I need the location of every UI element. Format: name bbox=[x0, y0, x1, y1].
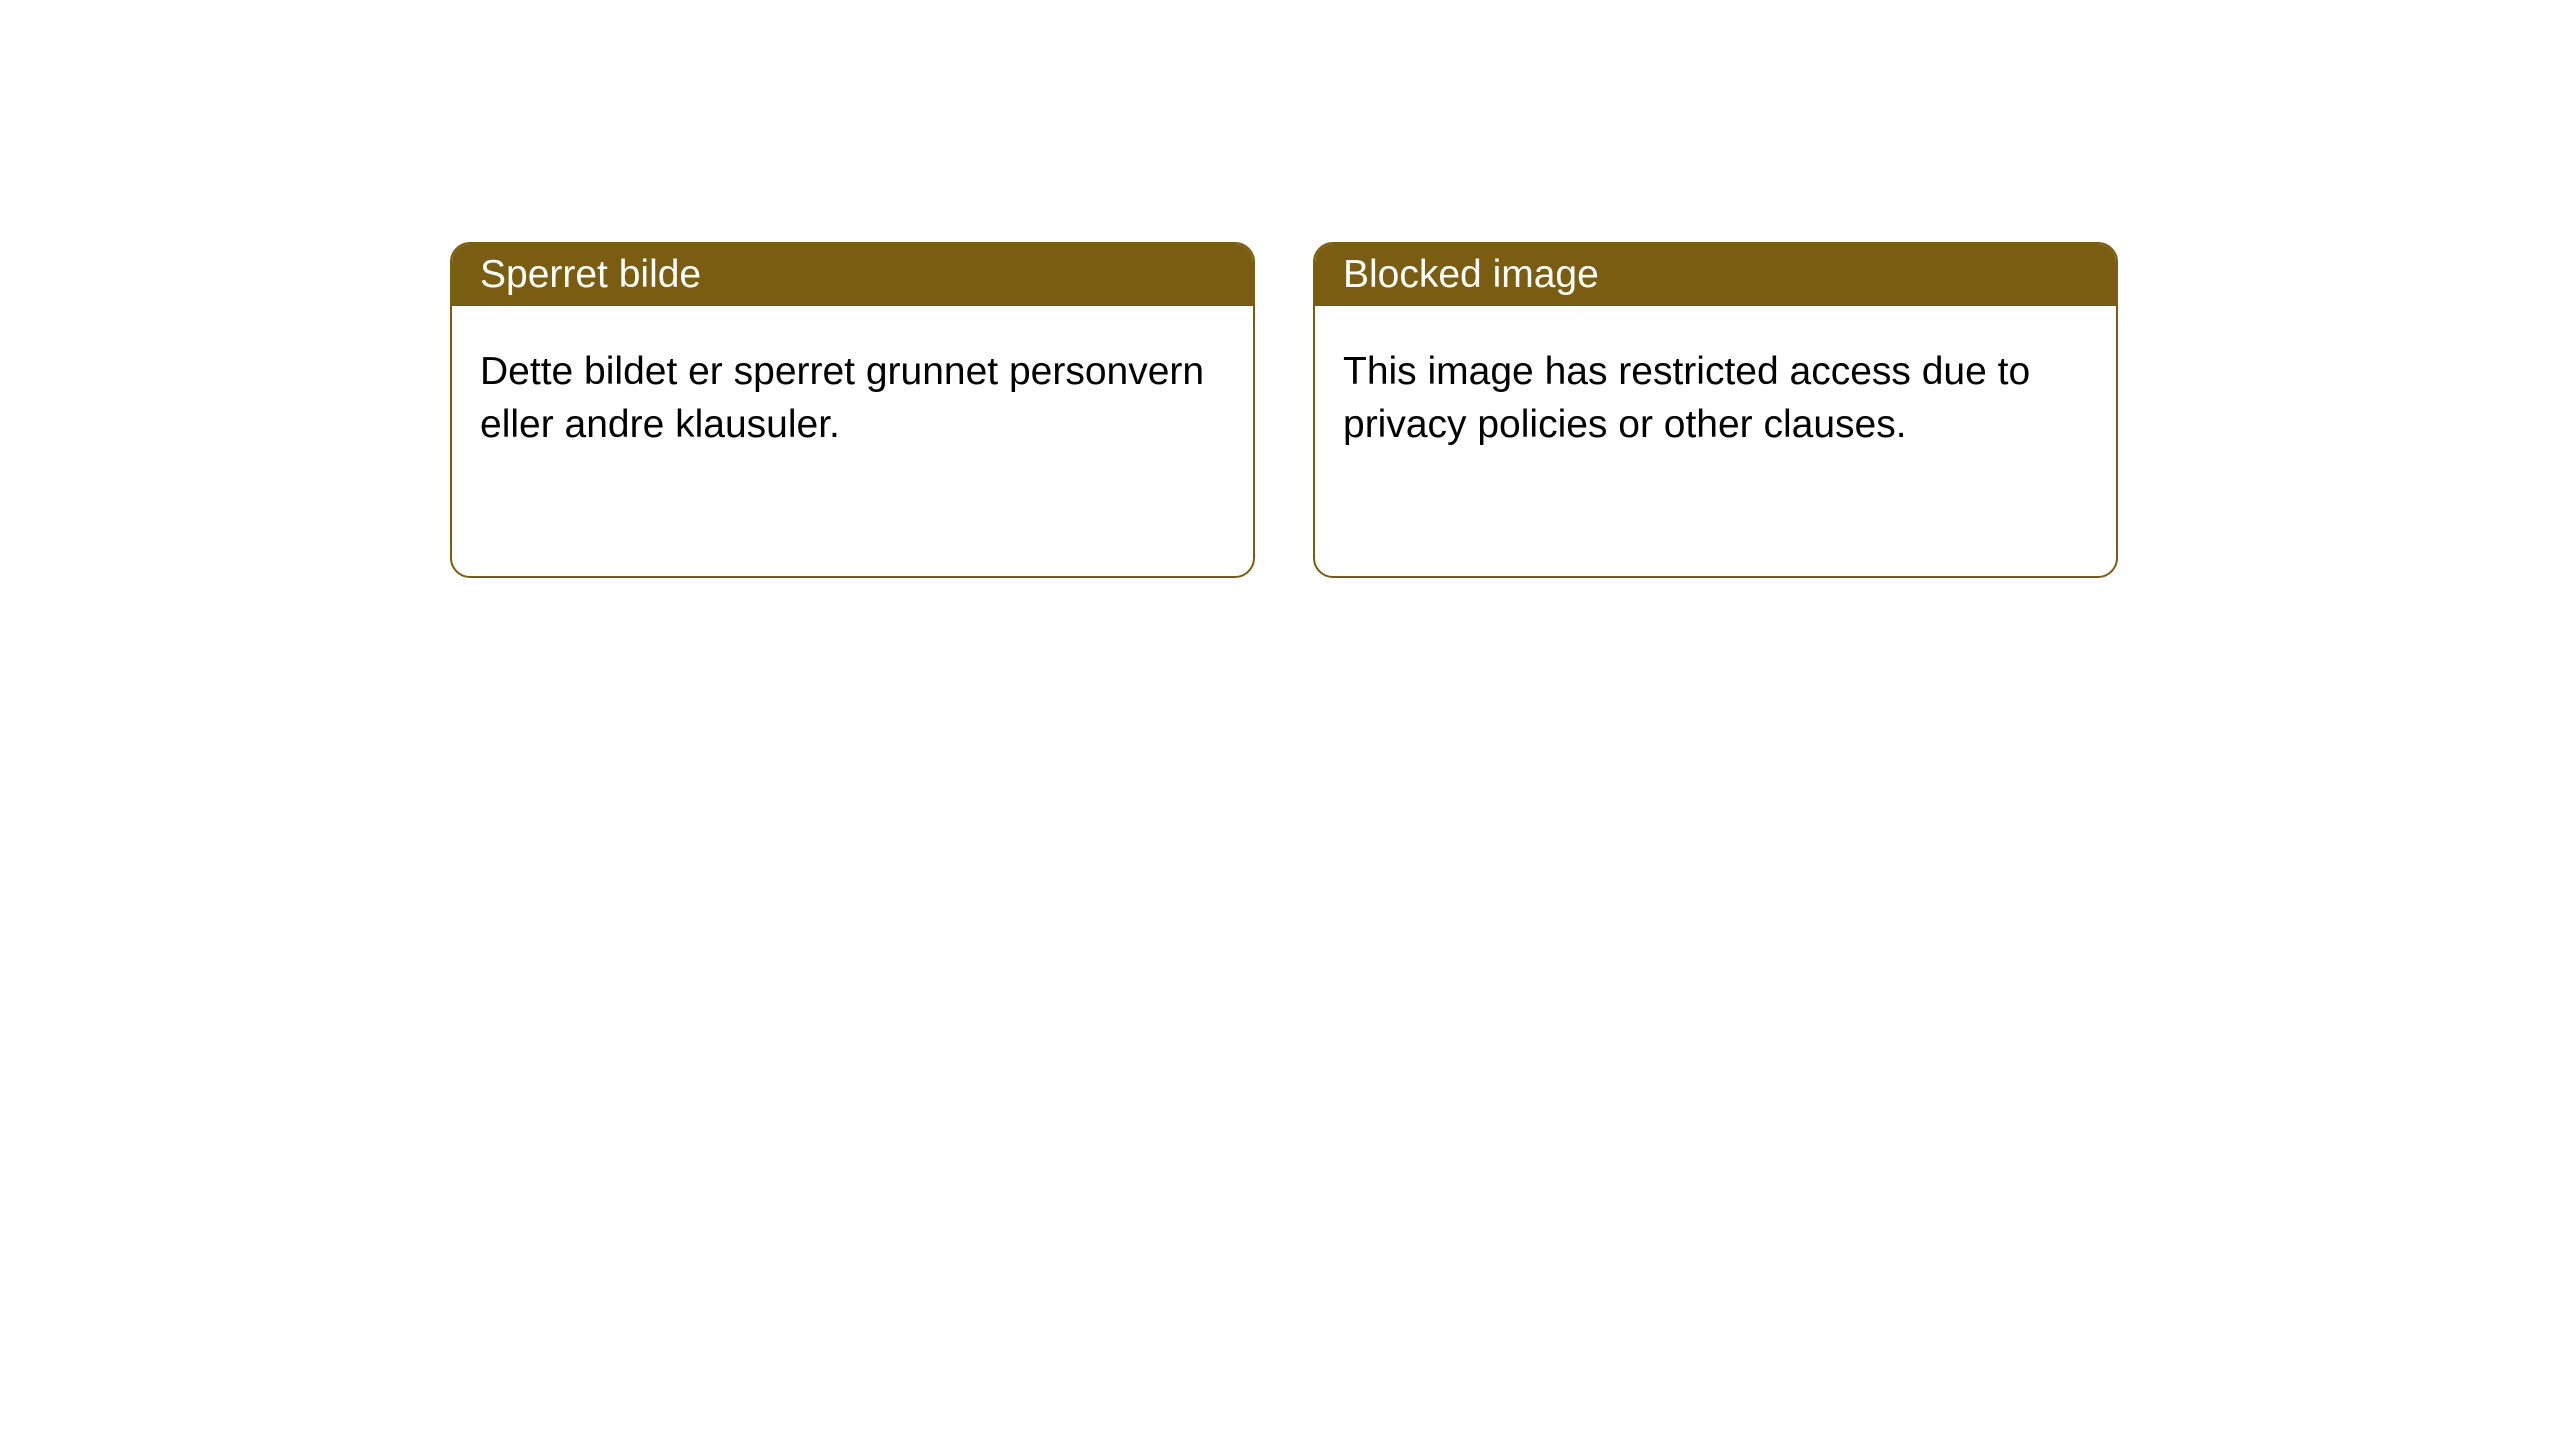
card-header: Sperret bilde bbox=[452, 244, 1253, 306]
notice-card-norwegian: Sperret bilde Dette bildet er sperret gr… bbox=[450, 242, 1255, 578]
card-body-text: Dette bildet er sperret grunnet personve… bbox=[452, 306, 1253, 491]
card-header: Blocked image bbox=[1315, 244, 2116, 306]
notice-container: Sperret bilde Dette bildet er sperret gr… bbox=[450, 242, 2118, 578]
notice-card-english: Blocked image This image has restricted … bbox=[1313, 242, 2118, 578]
card-body-text: This image has restricted access due to … bbox=[1315, 306, 2116, 491]
